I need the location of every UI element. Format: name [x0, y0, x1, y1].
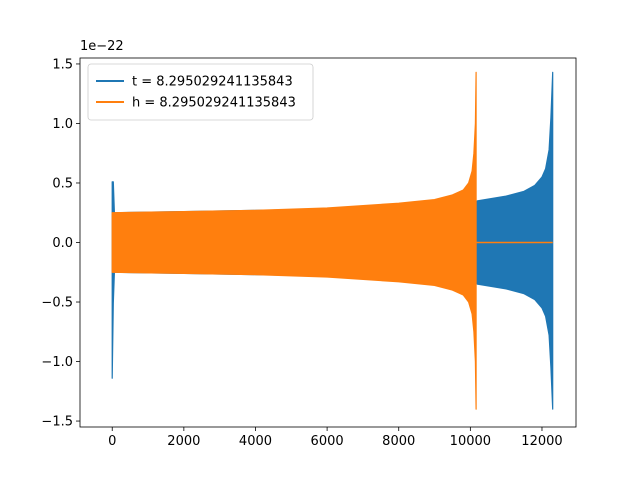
y-axis: 1.5 1.0 0.5 0.0 −0.5 −1.0 −1.5 [41, 57, 80, 430]
x-tick-label: 6000 [311, 434, 344, 449]
x-tick-label: 8000 [382, 434, 415, 449]
y-tick-label: −1.0 [41, 355, 73, 370]
x-tick-label: 4000 [239, 434, 272, 449]
y-tick-label: 0.0 [52, 236, 73, 251]
x-tick-label: 12000 [521, 434, 562, 449]
y-tick-label: 1.0 [52, 117, 73, 132]
x-axis: 0 2000 4000 6000 8000 10000 12000 [108, 427, 563, 449]
legend: t = 8.295029241135843 h = 8.2950292411358… [87, 63, 314, 121]
legend-entry-label: t = 8.295029241135843 [132, 75, 293, 90]
x-tick-label: 2000 [167, 434, 200, 449]
series-1-waveform [111, 71, 477, 410]
y-tick-label: 1.5 [52, 57, 73, 72]
x-tick-label: 10000 [450, 434, 491, 449]
y-tick-label: 0.5 [52, 176, 73, 191]
x-tick-label: 0 [108, 434, 116, 449]
legend-box [87, 63, 314, 121]
y-offset-label: 1e−22 [80, 39, 124, 54]
y-tick-label: −1.5 [41, 415, 73, 430]
plot-area [111, 71, 554, 410]
y-tick-label: −0.5 [41, 296, 73, 311]
legend-entry-label: h = 8.295029241135843 [132, 96, 296, 111]
